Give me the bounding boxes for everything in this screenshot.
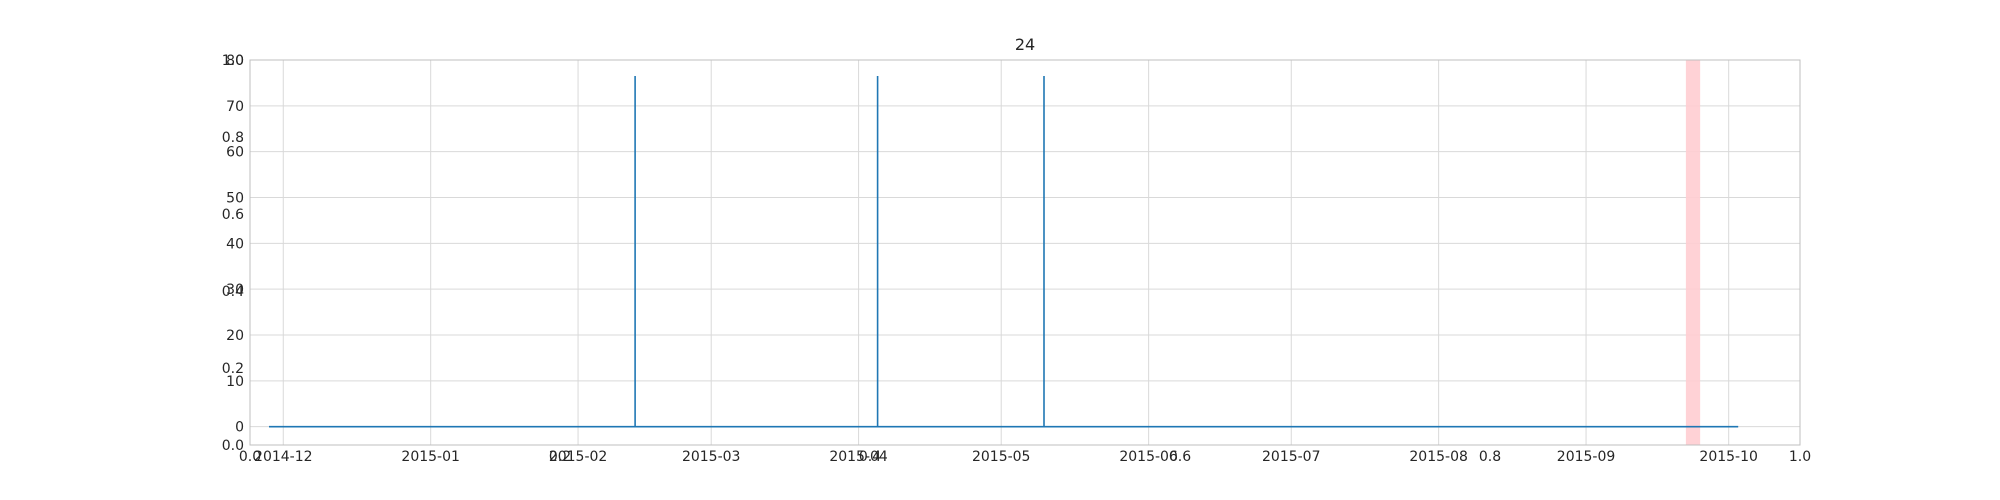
y-tick-label: 50 [226, 191, 244, 207]
overlay-y-tick-labels: 0.0 0.2 0.4 0.6 0.8 1.0 [222, 53, 244, 454]
y-tick-labels: 0 10 20 30 40 50 60 70 80 [226, 53, 244, 436]
overlay-x-tick-label: 0.8 [1479, 449, 1501, 465]
x-tick-label: 2015-05 [972, 449, 1031, 465]
y-tick-label: 80 [226, 53, 244, 69]
x-tick-label: 2014-12 [254, 449, 313, 465]
y-tick-label: 60 [226, 145, 244, 161]
overlay-x-tick-label: 0.6 [1169, 449, 1191, 465]
plot-frame [249, 59, 1801, 446]
series [269, 76, 1739, 428]
highlight-span [1685, 60, 1701, 445]
x-tick-label: 2015-06 [1119, 449, 1178, 465]
overlay-y-tick-label: 0.8 [222, 130, 244, 146]
x-tick-label: 2015-03 [682, 449, 741, 465]
overlay-y-tick-label: 0.0 [222, 438, 244, 454]
overlay-x-tick-label: 0.4 [859, 449, 881, 465]
overlay-y-tick-label: 0.6 [222, 207, 244, 223]
overlay-x-tick-labels: 0.0 0.2 0.4 0.6 0.8 1.0 [239, 449, 1811, 465]
overlay-x-tick-label: 0.2 [549, 449, 571, 465]
grid [250, 59, 1800, 445]
highlight-span-rect [1685, 60, 1701, 445]
x-tick-label: 2015-09 [1557, 449, 1616, 465]
overlay-y-tick-label: 0.4 [222, 284, 244, 300]
x-tick-label: 2015-10 [1699, 449, 1758, 465]
y-tick-label: 10 [226, 374, 244, 390]
overlay-y-tick-label: 0.2 [222, 361, 244, 377]
y-tick-label: 30 [226, 282, 244, 298]
y-tick-label: 40 [226, 236, 244, 252]
overlay-y-tick-label: 1.0 [222, 53, 244, 69]
y-tick-label: 0 [235, 420, 244, 436]
y-tick-label: 70 [226, 99, 244, 115]
series-line [269, 76, 1739, 428]
y-tick-label: 20 [226, 328, 244, 344]
x-tick-label: 2015-01 [401, 449, 460, 465]
chart-title: 24 [1015, 35, 1035, 54]
overlay-x-tick-label: 0.0 [239, 449, 261, 465]
x-tick-labels: 2014-12 2015-01 2015-02 2015-03 2015-04 2015-… [254, 449, 1758, 465]
x-tick-label: 2015-08 [1409, 449, 1468, 465]
x-tick-label: 2015-07 [1262, 449, 1321, 465]
x-tick-label: 2015-04 [829, 449, 888, 465]
x-tick-label: 2015-02 [549, 449, 608, 465]
overlay-x-tick-label: 1.0 [1789, 449, 1811, 465]
